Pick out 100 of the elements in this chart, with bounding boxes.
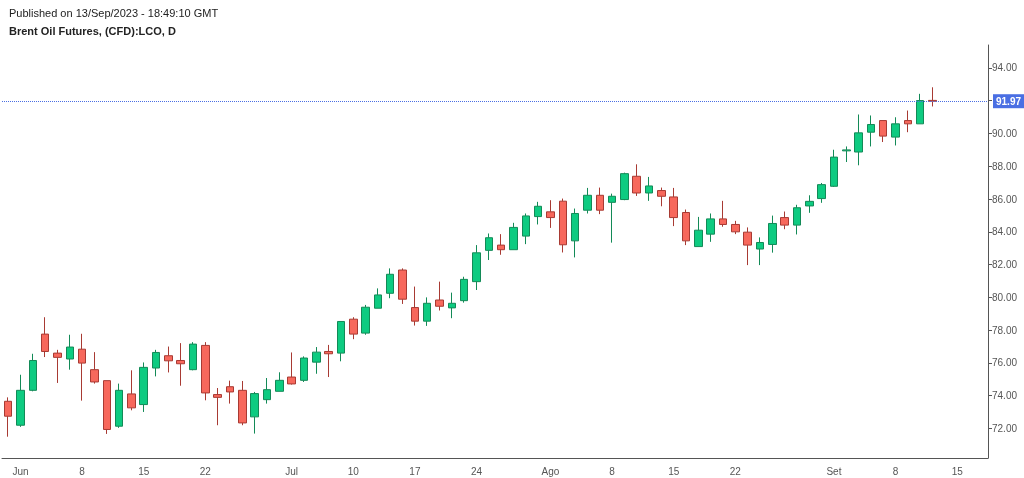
y-tick-label: 80.00 — [992, 291, 1018, 303]
candlestick — [743, 226, 752, 266]
candlestick — [226, 380, 234, 405]
candlestick — [879, 120, 887, 143]
candlestick — [596, 187, 604, 215]
candlestick — [756, 236, 764, 266]
candlestick — [719, 200, 727, 228]
candlestick — [103, 380, 111, 435]
x-tick-label: 15 — [668, 465, 680, 477]
candlestick — [546, 199, 555, 229]
x-tick-label: Set — [826, 465, 842, 477]
candlestick — [115, 383, 123, 429]
candlestick — [287, 351, 296, 386]
candlestick — [472, 244, 481, 291]
candlestick — [657, 187, 666, 207]
candlestick — [867, 114, 875, 147]
candlestick — [312, 346, 321, 375]
candlestick — [842, 145, 851, 163]
candlestick — [682, 209, 690, 246]
candlestick — [583, 187, 592, 214]
candlestick — [386, 267, 394, 299]
y-tick-label: 84.00 — [992, 226, 1018, 238]
x-tick-label: 15 — [138, 465, 150, 477]
candlestick — [805, 194, 814, 214]
candlestick — [509, 222, 518, 251]
candlestick — [793, 204, 801, 235]
x-tick-label: 8 — [892, 465, 899, 477]
candlestick — [904, 110, 912, 133]
candlestick — [263, 377, 271, 405]
candlestick — [460, 276, 468, 304]
y-tick-label: 76.00 — [992, 357, 1018, 369]
x-tick-label: 15 — [951, 465, 964, 477]
candlestick — [497, 233, 505, 256]
candlestick — [53, 349, 62, 384]
candlestick — [423, 296, 431, 327]
candlestick — [608, 193, 616, 244]
candlestick — [435, 281, 444, 311]
candlestick — [324, 344, 333, 378]
y-tick-label: 72.00 — [992, 423, 1018, 434]
candlestick — [250, 391, 259, 435]
x-tick-label: 17 — [409, 465, 421, 477]
x-tick-label: Jul — [285, 465, 299, 477]
candlestick — [361, 304, 370, 336]
x-tick-label: 24 — [470, 465, 483, 477]
candlestick — [669, 187, 678, 227]
candlestick — [411, 286, 419, 327]
chart-title: Brent Oil Futures, (CFD):LCO, D — [9, 24, 176, 37]
candlestick — [780, 211, 789, 230]
candlestick — [559, 198, 567, 253]
candlestick — [485, 232, 493, 261]
candlestick — [448, 292, 456, 319]
candlestick — [201, 341, 210, 401]
candlestick — [41, 316, 49, 358]
candlestick — [645, 176, 653, 202]
x-tick-label: Ago — [541, 465, 560, 477]
candlestick — [139, 361, 148, 413]
candlestick — [152, 349, 160, 377]
text: Published on 13/Sep/2023 - 18:49:10 GMT — [9, 6, 219, 19]
candlestick — [29, 353, 37, 392]
candlestick — [213, 387, 222, 426]
candlestick — [891, 116, 900, 146]
y-tick-label: 90.00 — [992, 128, 1018, 139]
x-tick-label: Jun — [12, 465, 29, 477]
x-tick-label: 22 — [199, 465, 212, 477]
candlestick — [78, 333, 86, 402]
y-tick-label: 86.00 — [992, 193, 1018, 205]
candlestick — [164, 346, 173, 373]
y-tick-label: 94.00 — [992, 62, 1018, 74]
candlestick — [90, 351, 99, 385]
y-tick-label: 74.00 — [992, 390, 1018, 402]
candlestick — [731, 220, 740, 235]
candlestick — [16, 374, 25, 428]
candlestick — [176, 342, 185, 387]
candlestick — [571, 208, 579, 258]
candlestick — [706, 212, 715, 243]
x-tick-label: 8 — [79, 465, 86, 477]
candlestick — [854, 113, 863, 166]
candlestick — [620, 172, 629, 201]
candlestick — [398, 267, 407, 305]
ref-line-label: 91.97 — [996, 95, 1022, 107]
x-tick-label: 8 — [609, 465, 616, 477]
candlestick — [817, 182, 826, 204]
candlestick — [534, 201, 542, 225]
candlestick — [337, 320, 345, 362]
x-tick-label: 10 — [347, 465, 360, 477]
candlestick — [275, 371, 284, 392]
candlestick — [66, 334, 74, 371]
x-tick-label: 22 — [729, 465, 742, 477]
y-tick-label: 78.00 — [992, 324, 1018, 336]
candlestick — [374, 287, 382, 309]
candlestick — [300, 355, 308, 383]
candlestick — [189, 341, 197, 371]
candlestick — [830, 149, 838, 188]
candlestick — [768, 215, 777, 254]
candlestick — [238, 380, 247, 426]
y-tick-label: 88.00 — [992, 160, 1018, 172]
candlestick — [928, 86, 937, 107]
candlestick — [4, 396, 12, 438]
candlestick — [127, 369, 136, 411]
candlestick — [916, 93, 924, 125]
